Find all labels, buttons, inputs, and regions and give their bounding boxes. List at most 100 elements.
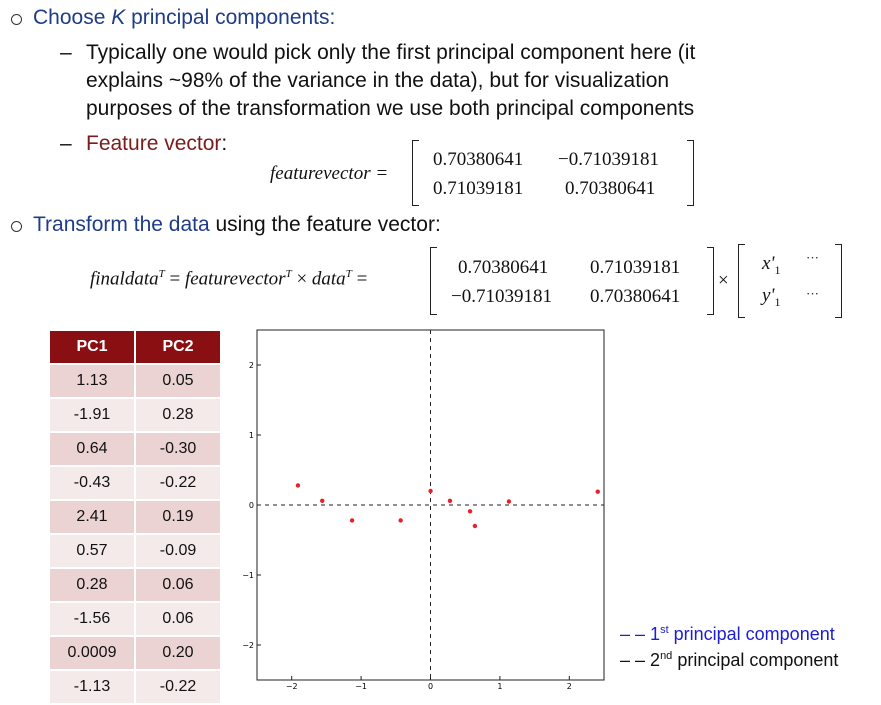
y-tick-label: 0: [249, 501, 254, 510]
eq2-bracket-left: [430, 247, 437, 315]
sub-line-2: explains ~98% of the variance in the dat…: [86, 69, 670, 92]
table-row: -1.13 -0.22: [50, 671, 220, 703]
eq2-vec-bracket-right: [835, 244, 842, 318]
sub-line-1: Typically one would pick only the first …: [86, 41, 696, 64]
x-tick-label: 2: [567, 682, 572, 691]
feature-vector-label: Feature vector:: [86, 131, 227, 157]
table-row: -1.56 0.06: [50, 603, 220, 635]
data-point: [472, 523, 478, 529]
eq2-m12: 0.71039181: [590, 257, 681, 278]
eq2-data: data: [311, 268, 346, 290]
eq2-times: ×: [291, 268, 312, 290]
feature-vector-text: Feature vector: [86, 132, 222, 155]
eq2-vec-bracket-left: [738, 244, 745, 318]
scatter-plot: −2 −1 0 1 2 2 1 0 −1 −2: [242, 329, 605, 691]
bullet-text-rest: principal components:: [125, 6, 336, 29]
transform-highlight: Transform the data: [33, 213, 210, 236]
data-point: [506, 499, 512, 504]
pc-table: PC1 PC2 1.13 0.05 -1.91 0.28 0.64 -0.30 -0.…: [48, 329, 222, 705]
cell: 0.19: [136, 501, 220, 533]
cell: 0.20: [136, 637, 220, 669]
header-pc2: PC2: [136, 331, 220, 363]
legend-pc1: – – 1st principal component: [620, 624, 835, 645]
eq2-v-dots-2: ···: [806, 286, 819, 301]
y-tick-label: 1: [249, 431, 254, 440]
legend-pc1-text: 1st principal component: [650, 624, 835, 644]
eq1-m11: 0.70380641: [433, 149, 524, 170]
data-point: [595, 489, 600, 494]
x-tick-label: 1: [497, 682, 502, 691]
bullet-circle-icon: [11, 14, 22, 25]
data-point: [447, 498, 453, 503]
bullet-k-italic: K: [111, 6, 126, 29]
eq1-bracket-left: [412, 140, 419, 206]
table-row: 0.28 0.06: [50, 569, 220, 601]
bullet-circle-icon: [11, 221, 22, 232]
eq2-sup-2: T: [285, 268, 292, 280]
table-row: -1.91 0.28: [50, 399, 220, 431]
y-tick-label: −2: [242, 641, 254, 650]
data-point: [428, 488, 433, 494]
eq1-m12: −0.71039181: [558, 149, 659, 170]
cell: 0.06: [136, 569, 220, 601]
transform-rest: using the feature vector:: [209, 213, 441, 236]
legend-pc1-num: 1: [650, 624, 661, 644]
eq2-vx-sub: 1: [774, 262, 781, 277]
eq2-v-y: y'1: [762, 285, 781, 310]
data-point: [349, 518, 355, 523]
sub-dash: –: [60, 41, 72, 64]
table-row: 1.13 0.05: [50, 365, 220, 397]
bullet-text: Choose: [33, 6, 112, 29]
cell: -1.13: [50, 671, 134, 703]
cell: 0.64: [50, 433, 134, 465]
eq1-m22: 0.70380641: [565, 178, 656, 199]
eq2-featurevector: featurevector: [184, 268, 286, 290]
cell: 0.57: [50, 535, 134, 567]
legend-dash-1: – –: [620, 624, 646, 644]
table-row: 2.41 0.19: [50, 501, 220, 533]
data-point: [467, 509, 473, 514]
cell: 2.41: [50, 501, 134, 533]
table-header-row: PC1 PC2: [50, 331, 220, 363]
legend-pc2-text: 2nd principal component: [650, 650, 838, 670]
cell: -1.56: [50, 603, 134, 635]
sub-line-3: purposes of the transformation we use bo…: [86, 97, 695, 120]
eq1-bracket-right: [687, 140, 694, 206]
eq2-finaldata: finaldata: [90, 268, 159, 290]
eq1-m21: 0.71039181: [433, 178, 524, 199]
legend-pc2-num: 2: [650, 650, 661, 670]
data-point: [398, 518, 403, 523]
cell: 1.13: [50, 365, 134, 397]
legend-pc1-sup: st: [660, 624, 669, 636]
legend-dash-2: – –: [620, 650, 646, 670]
bullet-choose-k: Choose K principal components:: [33, 5, 335, 31]
eq1-lhs: featurevector =: [270, 163, 389, 184]
eq2-m22: 0.70380641: [590, 286, 681, 307]
legend-pc2-label: principal component: [672, 650, 839, 670]
eq2-m21: −0.71039181: [451, 286, 552, 307]
eq2-equals-2: =: [351, 268, 368, 290]
eq2-m11: 0.70380641: [458, 257, 549, 278]
cell: -1.91: [50, 399, 134, 431]
table-row: -0.43 -0.22: [50, 467, 220, 499]
bullet-transform: Transform the data using the feature vec…: [33, 212, 441, 238]
eq2-vx: x': [762, 253, 775, 274]
eq2-sup-3: T: [345, 268, 352, 280]
eq2-equals: =: [164, 268, 185, 290]
cell: 0.06: [136, 603, 220, 635]
table-row: 0.57 -0.09: [50, 535, 220, 567]
legend-pc1-label: principal component: [668, 624, 835, 644]
cell: -0.22: [136, 671, 220, 703]
data-point: [320, 498, 325, 503]
cell: -0.09: [136, 535, 220, 567]
table-row: 0.64 -0.30: [50, 433, 220, 465]
eq2-v-dots-1: ···: [806, 250, 819, 265]
eq2-times-2: ×: [718, 270, 729, 291]
header-pc1: PC1: [50, 331, 134, 363]
colon: :: [221, 132, 228, 155]
y-tick-label: 2: [249, 361, 254, 370]
cell: 0.28: [50, 569, 134, 601]
cell: -0.22: [136, 467, 220, 499]
x-tick-label: 0: [428, 682, 433, 691]
table-row: 0.0009 0.20: [50, 637, 220, 669]
